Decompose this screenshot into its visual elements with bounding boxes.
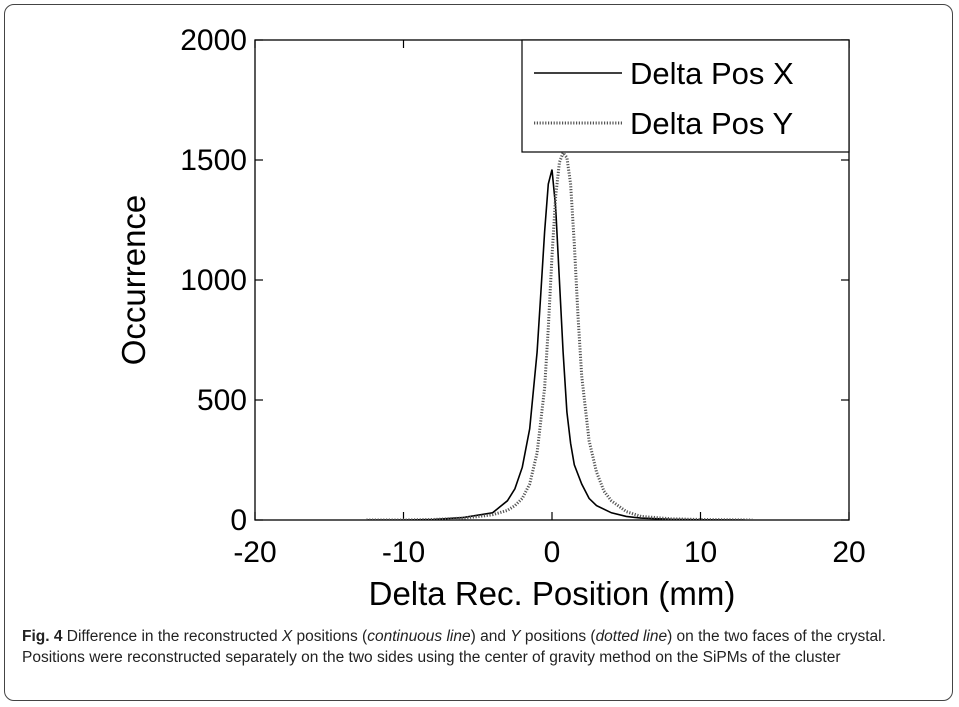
legend-label: Delta Pos Y [630,106,793,141]
x-tick-label: 10 [684,536,717,569]
x-tick-label: -20 [233,536,276,569]
legend-label: Delta Pos X [630,56,794,91]
y-tick-label: 2000 [180,24,247,57]
legend-box [521,39,850,153]
x-tick-label: 0 [544,536,561,569]
x-tick-label: -10 [382,536,425,569]
y-tick-label: 0 [230,504,247,537]
series-line-delta-pos-x [366,169,746,520]
caption-label: Fig. 4 [22,628,63,645]
y-axis-label: Occurrence [115,195,152,366]
y-tick-label: 1500 [180,144,247,177]
x-tick-label: 20 [832,536,865,569]
y-tick-label: 500 [197,384,247,417]
series-line-delta-pos-y [366,149,753,520]
figure-caption: Fig. 4 Difference in the reconstructed X… [22,628,886,666]
x-axis-label: Delta Rec. Position (mm) [369,575,736,612]
y-tick-label: 1000 [180,264,247,297]
chart: -20 -10 0 10 20 0 500 1000 1500 2000 Delta Rec. Po… [115,24,866,612]
